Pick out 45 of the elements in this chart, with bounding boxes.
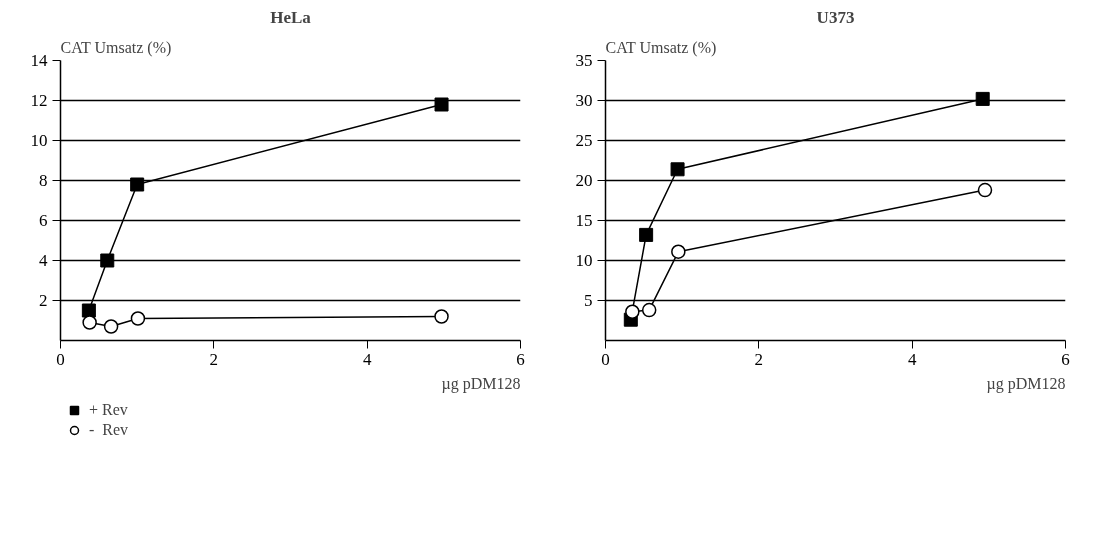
point [434, 309, 449, 324]
x-tick-label: 6 [1061, 349, 1070, 369]
y-tick-label: 35 [575, 51, 593, 70]
point [103, 319, 119, 334]
x-tick-label: 2 [754, 349, 764, 369]
legend-label: - Rev [89, 420, 129, 440]
y-tick-label: 5 [584, 291, 593, 310]
y-tick-label: 14 [30, 51, 48, 70]
x-tick-label: 6 [516, 349, 525, 369]
x-tick-label: 0 [601, 349, 610, 369]
point [625, 304, 640, 319]
point [977, 182, 993, 198]
x-axis-title: µg pDM128 [986, 374, 1066, 393]
point [130, 311, 146, 326]
y-tick-label: 6 [39, 211, 48, 230]
y-axis-title: CAT Umsatz (%) [605, 38, 717, 57]
y-tick-label: 10 [575, 251, 593, 270]
y-tick-label: 12 [30, 91, 48, 110]
y-tick-label: 15 [575, 211, 593, 230]
x-tick-label: 4 [362, 349, 372, 369]
y-tick-label: 25 [575, 131, 593, 150]
y-tick-label: 10 [30, 131, 48, 150]
y-tick-label: 8 [39, 171, 48, 190]
point [100, 253, 115, 268]
x-tick-label: 2 [209, 349, 219, 369]
x-tick-label: 4 [907, 349, 917, 369]
y-tick-label: 30 [575, 91, 593, 110]
y-tick-label: 4 [39, 251, 48, 270]
point [671, 244, 686, 259]
legend-label: + Rev [89, 400, 128, 420]
point [81, 303, 96, 318]
point [130, 177, 145, 192]
point [641, 302, 657, 318]
point [670, 162, 685, 177]
x-tick-label: 0 [56, 349, 65, 369]
y-tick-label: 2 [39, 291, 48, 310]
point [434, 97, 449, 112]
point [639, 227, 654, 242]
y-tick-label: 20 [575, 171, 593, 190]
x-axis-title: µg pDM128 [441, 374, 521, 393]
point [82, 315, 97, 330]
point [975, 91, 990, 106]
chart-title: HeLa [270, 7, 312, 27]
chart-title: U373 [816, 7, 855, 27]
y-axis-title: CAT Umsatz (%) [60, 38, 172, 57]
